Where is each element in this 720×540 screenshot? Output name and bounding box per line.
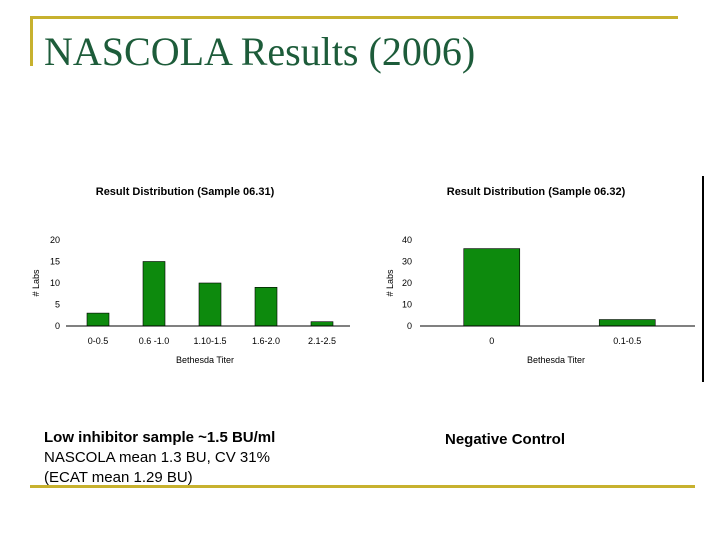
chart-2-ytick: 0 <box>407 321 412 331</box>
left-decor-line <box>30 16 33 66</box>
chart-1-ylabel: # Labs <box>31 269 41 297</box>
chart-1-ytick: 5 <box>55 300 60 310</box>
top-decor-line <box>30 16 678 19</box>
chart-2-ytick: 20 <box>402 278 412 288</box>
chart-2-ytick: 40 <box>402 235 412 245</box>
right-caption: Negative Control <box>445 431 566 448</box>
chart-1-bar <box>310 321 334 327</box>
chart-2-xtick: 0 <box>489 336 494 346</box>
chart-1-xlabel: Bethesda Titer <box>176 355 234 365</box>
chart-1-bar <box>142 261 166 327</box>
chart-1-bar <box>86 312 110 327</box>
chart-2-title: Result Distribution (Sample 06.32) <box>447 186 626 198</box>
chart-2-ytick: 10 <box>402 300 412 310</box>
chart-1-ytick: 0 <box>55 321 60 331</box>
bottom-decor-line <box>30 485 695 488</box>
chart-2-bar <box>463 248 521 327</box>
chart-1-ytick: 15 <box>50 257 60 267</box>
chart-1-bar <box>254 286 278 327</box>
left-caption-line1: Low inhibitor sample ~1.5 BU/ml <box>44 429 276 446</box>
chart-1: Result Distribution (Sample 06.31) # Lab… <box>31 186 350 365</box>
chart-2-ytick: 30 <box>402 257 412 267</box>
chart-border-right <box>702 176 704 382</box>
chart-1-bar <box>198 282 222 327</box>
chart-2-bar <box>598 319 656 327</box>
chart-2-xlabel: Bethesda Titer <box>527 355 585 365</box>
chart-1-title: Result Distribution (Sample 06.31) <box>96 186 275 198</box>
chart-1-xtick: 2.1-2.5 <box>308 336 336 346</box>
slide-title: NASCOLA Results (2006) <box>44 29 476 74</box>
left-caption-line3: (ECAT mean 1.29 BU) <box>44 469 193 486</box>
chart-1-ytick: 20 <box>50 235 60 245</box>
chart-1-xtick: 0.6 -1.0 <box>139 336 170 346</box>
chart-2-ylabel: # Labs <box>385 269 395 297</box>
chart-2-xtick: 0.1-0.5 <box>613 336 641 346</box>
chart-1-xtick: 0-0.5 <box>88 336 109 346</box>
left-caption-line2: NASCOLA mean 1.3 BU, CV 31% <box>44 449 270 466</box>
chart-1-xtick: 1.10-1.5 <box>193 336 226 346</box>
chart-2: Result Distribution (Sample 06.32) # Lab… <box>385 186 695 365</box>
chart-1-ytick: 10 <box>50 278 60 288</box>
left-caption: Low inhibitor sample ~1.5 BU/ml NASCOLA … <box>44 428 275 488</box>
chart-1-xtick: 1.6-2.0 <box>252 336 280 346</box>
